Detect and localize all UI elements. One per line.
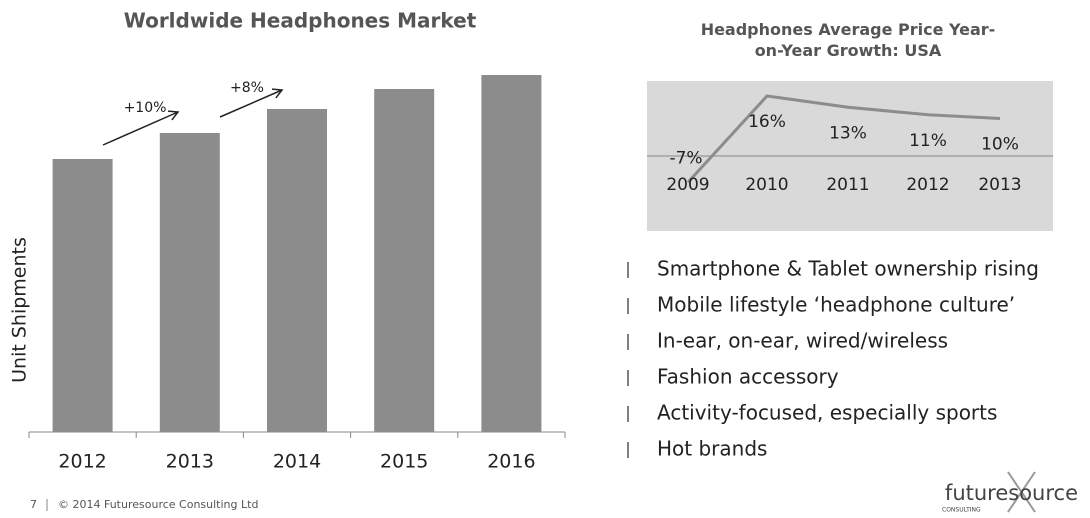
x-tick-label: 2010 (745, 175, 788, 195)
logo-mark (1007, 471, 1036, 513)
value-label: 10% (981, 135, 1019, 155)
bar-chart-title: Worldwide Headphones Market (124, 9, 477, 33)
bar (52, 159, 113, 432)
annotation-arrow (102, 111, 179, 146)
logo: futuresource CONSULTING (942, 471, 1078, 514)
bar (267, 109, 327, 432)
bullet: Hot brands (657, 437, 767, 461)
copyright: © 2014 Futuresource Consulting Ltd (58, 498, 258, 511)
bar (374, 89, 435, 432)
logo-name: futuresource (945, 481, 1078, 505)
x-tick-label: 2011 (826, 175, 869, 195)
logo-tagline: CONSULTING (942, 507, 981, 514)
bar (159, 133, 220, 432)
bullet: In-ear, on-ear, wired/wireless (657, 329, 948, 353)
value-label: 16% (748, 112, 786, 132)
page-number: 7 (30, 498, 37, 511)
value-label: -7% (669, 148, 702, 168)
bullet: Fashion accessory (657, 365, 839, 389)
line-chart-title: Headphones Average Price Year-on-Year Gr… (701, 20, 996, 60)
value-label: 13% (829, 123, 867, 143)
bar (481, 75, 542, 432)
x-tick-label: 2009 (666, 175, 709, 195)
bullet: Mobile lifestyle ‘headphone culture’ (657, 293, 1015, 317)
x-tick-label: 2013 (978, 175, 1021, 195)
x-tick-label: 2012 (906, 175, 949, 195)
footer: 7 © 2014 Futuresource Consulting Ltd (30, 498, 258, 511)
x-tick-label: 2013 (166, 451, 214, 473)
annotation: +10% (124, 100, 167, 116)
value-label: 11% (909, 131, 947, 151)
annotation-arrowhead (271, 88, 284, 99)
annotation-arrowhead (167, 110, 180, 121)
y-axis-label: Unit Shipments (9, 237, 31, 383)
bullet: Activity-focused, especially sports (657, 401, 997, 425)
line (686, 94, 1001, 184)
x-tick-label: 2015 (380, 451, 428, 473)
bullet: Smartphone & Tablet ownership rising (657, 257, 1039, 281)
x-tick-label: 2016 (487, 451, 535, 473)
x-tick-label: 2014 (273, 451, 321, 473)
annotation: +8% (230, 80, 264, 96)
annotation-arrow (219, 89, 283, 118)
x-tick-label: 2012 (58, 451, 106, 473)
